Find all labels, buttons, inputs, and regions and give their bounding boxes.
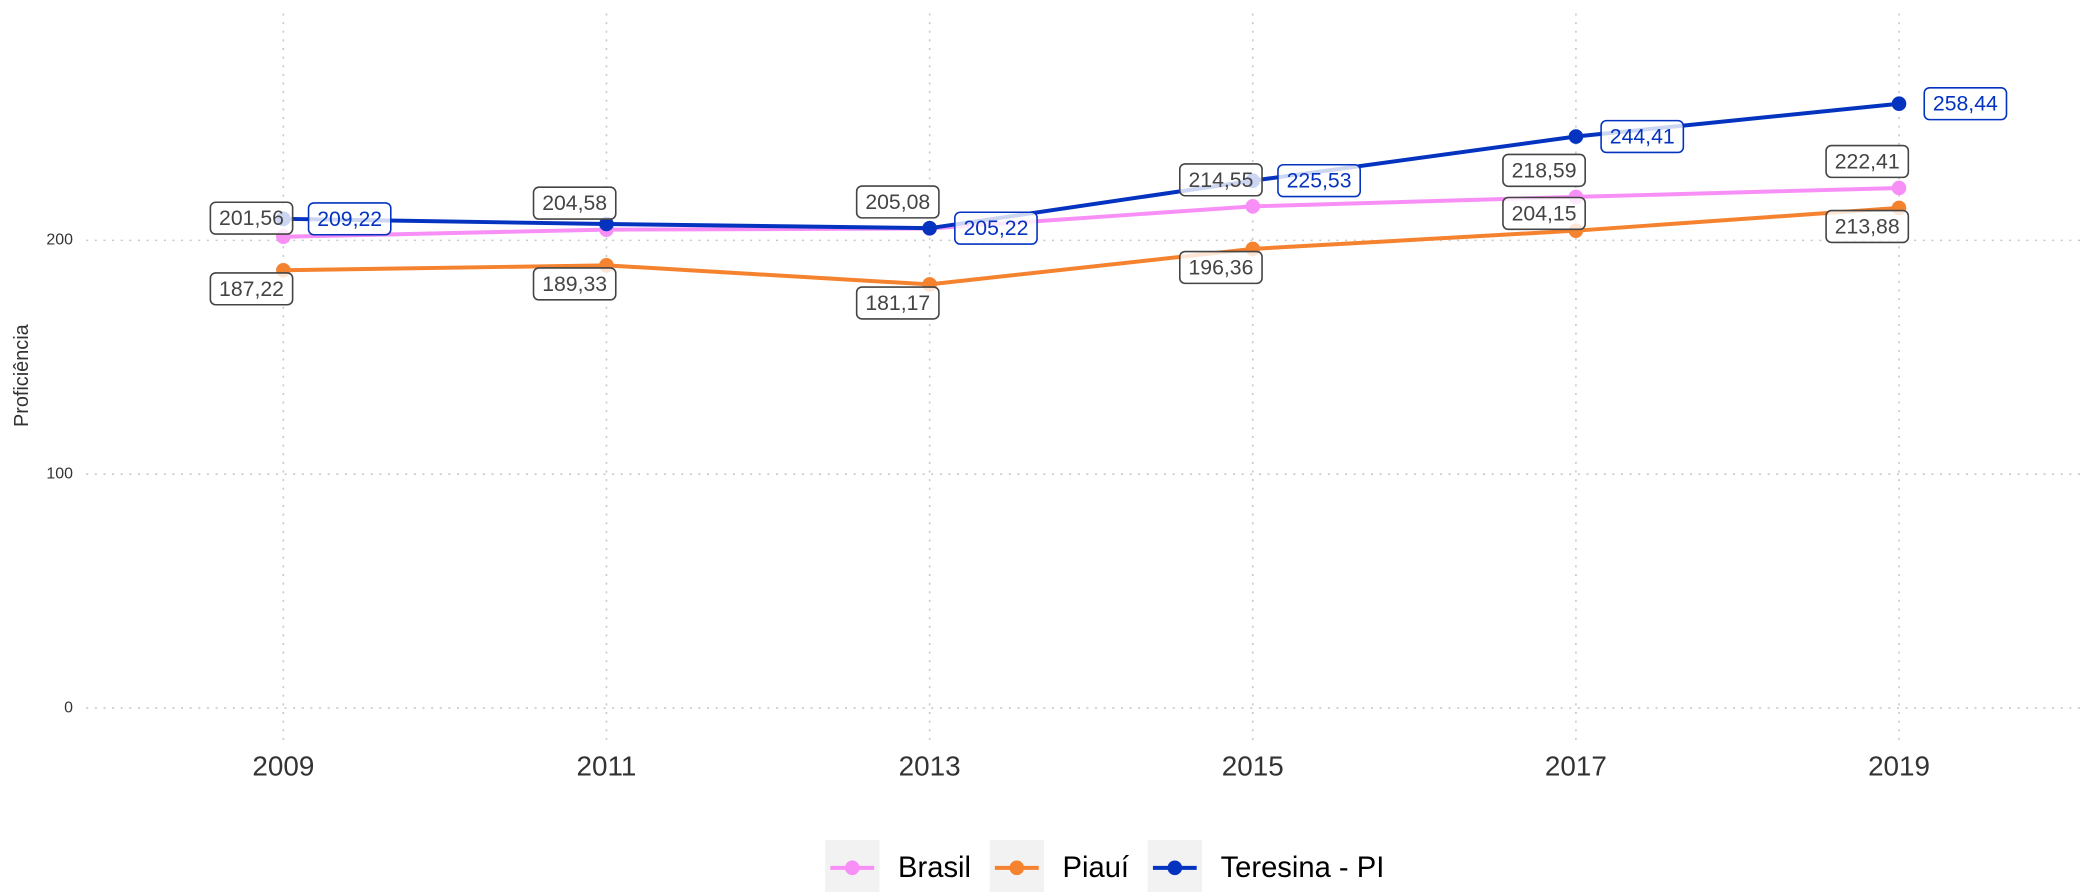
data-label-box [1825, 209, 1910, 244]
data-label: 209,22 [307, 202, 392, 236]
legend-key-point [1167, 860, 1183, 876]
data-label: 244,41 [1600, 119, 1685, 154]
data-label: 181,17 [855, 286, 940, 320]
data-label-box [209, 272, 294, 306]
x-tick-label: 2015 [1222, 751, 1284, 782]
data-label: 213,88 [1825, 209, 1910, 244]
x-tick-label: 2009 [252, 751, 314, 782]
y-tick-label: 0 [64, 699, 73, 716]
data-label-text: 258,44 [1933, 93, 1998, 116]
data-label: 205,08 [855, 185, 940, 219]
x-tick-label: 2013 [899, 751, 961, 782]
legend-label: Teresina - PI [1221, 852, 1385, 884]
data-label-text: 214,55 [1188, 169, 1253, 192]
data-point [599, 216, 614, 232]
data-label-box [1825, 144, 1910, 179]
data-label-box [532, 186, 617, 220]
data-label-box [855, 185, 940, 219]
x-tick-label: 2011 [577, 751, 637, 782]
data-label: 214,55 [1179, 163, 1263, 197]
data-label: 222,41 [1825, 144, 1910, 179]
data-label-box [1923, 87, 2008, 121]
data-point [1891, 96, 1907, 112]
data-label: 218,59 [1502, 153, 1586, 188]
data-label-text: 209,22 [317, 208, 382, 231]
data-label-text: 189,33 [542, 273, 607, 296]
y-tick-label: 200 [46, 232, 73, 249]
series-line [283, 205, 1900, 287]
data-label-box [209, 201, 294, 235]
data-label: 204,58 [532, 186, 617, 220]
x-tick-label: 2017 [1545, 751, 1607, 782]
data-label-text: 196,36 [1188, 256, 1253, 279]
data-label-text: 218,59 [1512, 159, 1577, 182]
y-axis-label: Proficiência [11, 323, 33, 427]
data-label: 225,53 [1277, 163, 1362, 198]
data-label-text: 181,17 [865, 292, 930, 315]
data-point [1891, 180, 1907, 196]
legend-key-point [1009, 860, 1025, 876]
data-label-text: 204,15 [1512, 202, 1577, 225]
data-label: 187,22 [209, 272, 294, 306]
data-label-text: 205,22 [963, 217, 1028, 240]
y-tick-label: 100 [46, 465, 73, 482]
data-label-box [307, 202, 392, 236]
legend-key-point [845, 860, 860, 876]
data-point [1245, 199, 1261, 214]
data-label-box [1600, 119, 1685, 154]
data-point [922, 220, 937, 236]
data-label-box [1502, 196, 1586, 231]
data-label-text: 244,41 [1610, 125, 1675, 148]
data-label-box [1277, 163, 1362, 198]
data-label-box [1502, 153, 1586, 188]
data-label: 204,15 [1502, 196, 1586, 231]
data-label-box [954, 211, 1038, 245]
data-label: 205,22 [954, 211, 1038, 245]
data-label: 189,33 [532, 267, 617, 301]
data-label-box [532, 267, 617, 301]
data-label-text: 213,88 [1835, 215, 1900, 238]
data-label-text: 225,53 [1287, 170, 1352, 193]
data-label-text: 205,08 [865, 191, 930, 214]
data-label-text: 201,56 [219, 207, 284, 230]
data-label-text: 187,22 [219, 278, 284, 301]
data-label-text: 222,41 [1835, 150, 1900, 173]
data-label: 196,36 [1179, 250, 1263, 285]
legend-label: Brasil [898, 852, 971, 884]
data-point [1568, 129, 1584, 144]
data-label-box [1179, 163, 1263, 197]
data-label-box [1179, 250, 1263, 285]
x-tick-label: 2019 [1868, 751, 1930, 782]
data-label-text: 204,58 [542, 192, 607, 215]
legend-label: Piauí [1063, 852, 1130, 884]
data-label: 201,56 [209, 201, 294, 235]
data-label-box [855, 286, 940, 320]
series-line [283, 185, 1900, 239]
data-label: 258,44 [1923, 87, 2008, 121]
